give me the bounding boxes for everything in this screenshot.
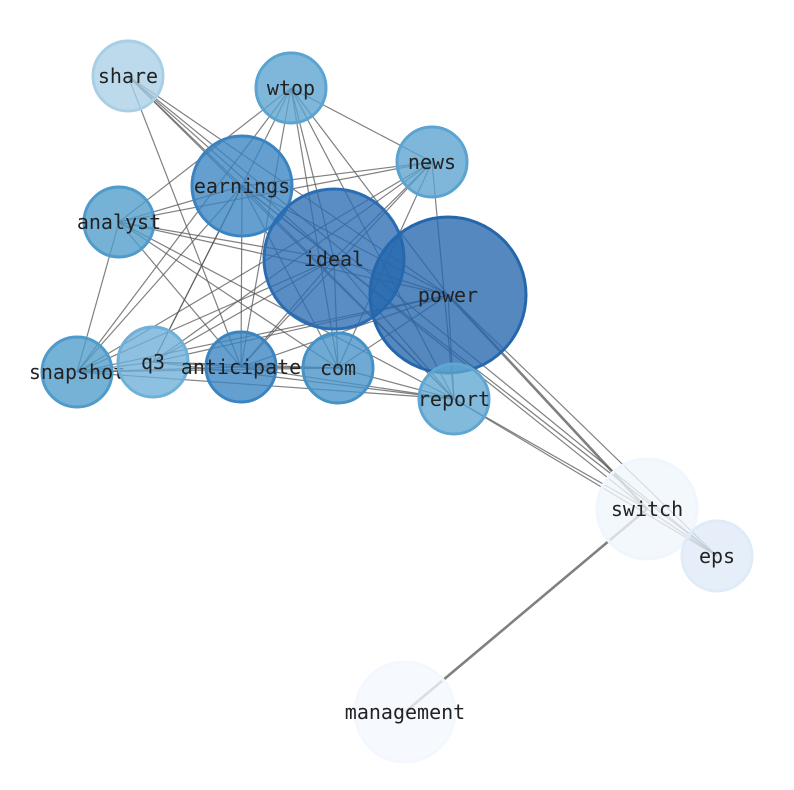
node-circle[interactable] <box>395 125 469 199</box>
node-label: news <box>408 150 456 174</box>
edge-q3-report <box>152 361 455 400</box>
node-label: anticipate <box>181 355 301 379</box>
node-label: share <box>98 64 158 88</box>
node-switch[interactable]: switch <box>595 457 699 561</box>
node-circle[interactable] <box>680 519 754 593</box>
node-label: analyst <box>77 210 161 234</box>
node-label: q3 <box>141 350 165 374</box>
node-analyst[interactable]: analyst <box>77 185 161 259</box>
node-circle[interactable] <box>417 362 491 436</box>
edge-switch-management <box>404 508 648 713</box>
node-label: switch <box>611 497 683 521</box>
node-circle[interactable] <box>116 325 190 399</box>
node-com[interactable]: com <box>301 331 375 405</box>
node-label: snapshot <box>29 360 125 384</box>
node-wtop[interactable]: wtop <box>254 51 328 125</box>
node-snapshot[interactable]: snapshot <box>29 335 125 409</box>
edge-analyst-com <box>118 221 339 369</box>
node-news[interactable]: news <box>395 125 469 199</box>
edge-share-anticipate <box>127 75 242 368</box>
node-q3[interactable]: q3 <box>116 325 190 399</box>
node-eps[interactable]: eps <box>680 519 754 593</box>
node-label: management <box>345 700 465 724</box>
node-management[interactable]: management <box>345 660 465 764</box>
node-circle[interactable] <box>190 134 294 238</box>
node-label: eps <box>699 544 735 568</box>
node-circle[interactable] <box>40 335 114 409</box>
node-circle[interactable] <box>353 660 457 764</box>
node-circle[interactable] <box>301 331 375 405</box>
node-label: ideal <box>304 247 364 271</box>
node-label: power <box>418 283 478 307</box>
node-label: wtop <box>267 76 315 100</box>
node-circle[interactable] <box>254 51 328 125</box>
node-circle[interactable] <box>91 39 165 113</box>
node-anticipate[interactable]: anticipate <box>181 330 301 404</box>
nodes-layer: share wtop news earnings analyst ideal power sn… <box>29 39 754 764</box>
node-circle[interactable] <box>204 330 278 404</box>
node-label: report <box>418 387 490 411</box>
node-circle[interactable] <box>82 185 156 259</box>
edge-wtop-snapshot <box>76 87 292 373</box>
node-label: com <box>320 356 356 380</box>
node-report[interactable]: report <box>417 362 491 436</box>
node-earnings[interactable]: earnings <box>190 134 294 238</box>
node-power[interactable]: power <box>368 215 528 375</box>
node-circle[interactable] <box>595 457 699 561</box>
node-share[interactable]: share <box>91 39 165 113</box>
node-label: earnings <box>194 174 290 198</box>
